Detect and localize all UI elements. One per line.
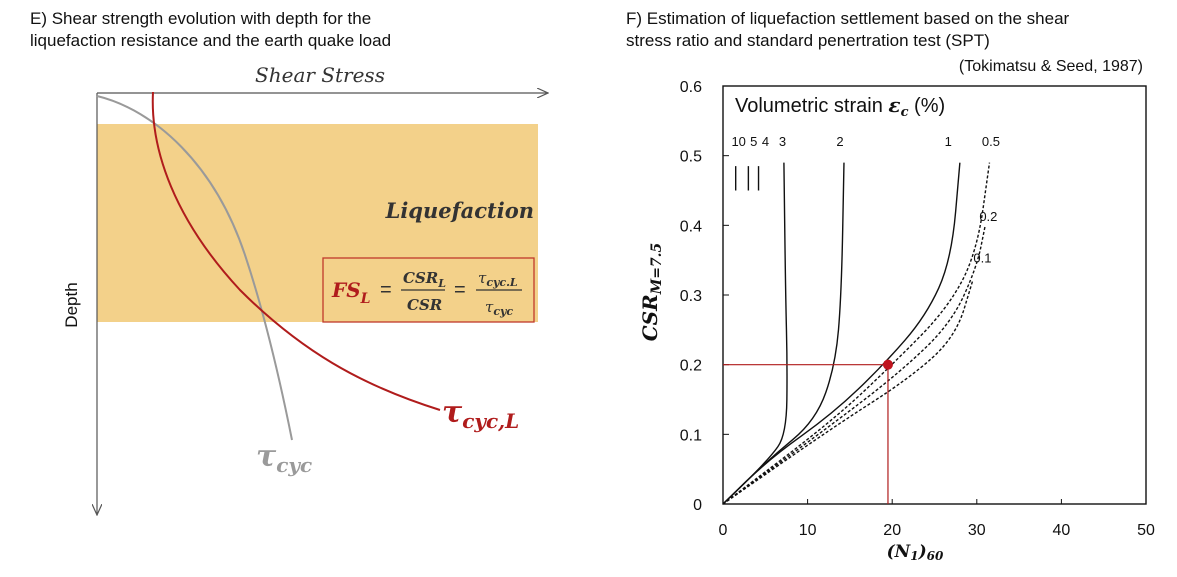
y-axis-label: CSRM=7.5: [638, 243, 665, 342]
liquefaction-label: Liquefaction: [385, 198, 534, 223]
reference-citation: (Tokimatsu & Seed, 1987): [958, 58, 1143, 75]
panel-e-title-line2: liquefaction resistance and the earth qu…: [30, 31, 392, 50]
legend-title: Volumetric strain εc (%): [735, 93, 945, 120]
curve-label-2: 2: [836, 134, 843, 149]
curve-label-0-1: 0.1: [973, 251, 991, 266]
panel-f-title: F) Estimation of liquefaction settlement…: [626, 8, 1069, 52]
curve-label-1: 1: [945, 134, 952, 149]
strain-curve-3: [722, 162, 788, 505]
x-tick-label: 40: [1053, 522, 1071, 539]
curve-label-3: 3: [779, 134, 786, 149]
y-tick-label: 0.6: [680, 79, 702, 96]
x-tick-label: 10: [799, 522, 817, 539]
y-tick-label: 0: [693, 497, 702, 514]
y-tick-label: 0.2: [680, 358, 702, 375]
shear-stress-label: Shear Stress: [255, 63, 385, 87]
strain-curve-0-5: [722, 162, 991, 505]
curve-label-0-2: 0.2: [979, 209, 997, 224]
fs-equals-1: =: [380, 279, 392, 301]
panel-e-diagram: Shear Stress Depth Liquefaction FSL = CS…: [62, 63, 600, 577]
load-curve-label: τcyc: [256, 439, 312, 477]
curve-label-5: 5: [750, 134, 757, 149]
x-axis-label: (N1)60: [887, 542, 944, 563]
panel-e-title: E) Shear strength evolution with depth f…: [30, 8, 391, 52]
x-tick-label: 50: [1137, 522, 1155, 539]
resistance-curve: [151, 91, 441, 411]
fs-formula: FSL = CSRL CSR = τcyc.L τcyc: [331, 269, 522, 318]
example-point: [882, 359, 893, 370]
y-tick-label: 0.4: [680, 218, 702, 235]
strain-curve-1: [722, 162, 961, 505]
panel-f-title-line1: F) Estimation of liquefaction settlement…: [626, 9, 1070, 28]
panel-e-title-line1: E) Shear strength evolution with depth f…: [30, 9, 372, 28]
load-curve: [96, 95, 293, 441]
x-tick-label: 20: [883, 522, 901, 539]
fs-den2: τcyc: [485, 298, 513, 318]
fs-formula-box: [322, 257, 535, 323]
x-tick-label: 0: [719, 522, 728, 539]
plot-frame: [722, 85, 1147, 505]
strain-curve-0-2: [722, 225, 986, 505]
curve-label-0-5: 0.5: [982, 134, 1000, 149]
curve-label-10: 10: [731, 134, 745, 149]
liquefaction-zone: [97, 124, 538, 322]
panel-f-title-line2: stress ratio and standard penertration t…: [626, 31, 990, 50]
y-tick-label: 0.5: [680, 149, 702, 166]
fs-num2: τcyc.L: [478, 269, 518, 289]
y-tick-label: 0.3: [680, 288, 702, 305]
depth-label: Depth: [62, 282, 81, 327]
y-tick-label: 0.1: [680, 427, 702, 444]
strain-curve-2: [722, 162, 845, 505]
resistance-curve-label: τcyc,L: [442, 395, 519, 433]
fs-lhs: FSL: [331, 278, 371, 307]
fs-num1: CSRL: [403, 269, 446, 290]
strain-curve-0-1: [722, 280, 974, 505]
fs-den1: CSR: [407, 296, 442, 314]
x-tick-label: 30: [968, 522, 986, 539]
fs-equals-2: =: [454, 279, 466, 301]
curve-label-4: 4: [762, 134, 769, 149]
